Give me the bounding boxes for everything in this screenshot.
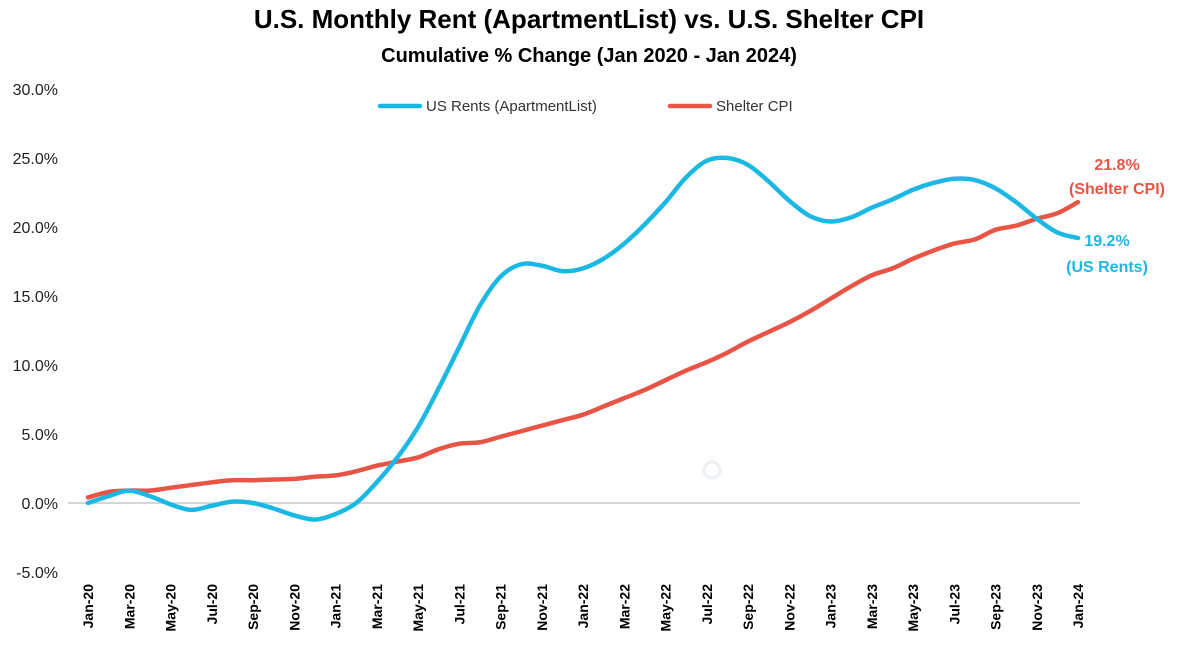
x-tick-label: Jul-22 — [699, 584, 715, 625]
x-tick-label: May-23 — [905, 584, 921, 632]
x-tick-label: Jul-21 — [451, 584, 467, 625]
chart-title: U.S. Monthly Rent (ApartmentList) vs. U.… — [254, 4, 924, 34]
x-tick-label: Mar-22 — [616, 584, 632, 629]
x-tick-label: Jan-23 — [823, 584, 839, 629]
series-line-shelter-cpi — [85, 199, 1081, 500]
x-tick-label: Jan-21 — [328, 584, 344, 629]
x-tick-label: Jul-20 — [204, 584, 220, 625]
y-tick-label: 5.0% — [22, 427, 58, 444]
watermark-logo-icon — [702, 460, 722, 480]
legend: US Rents (ApartmentList) Shelter CPI — [377, 98, 793, 115]
x-tick-label: May-22 — [658, 584, 674, 632]
end-annotations: 21.8% (Shelter CPI) 19.2% (US Rents) — [1066, 157, 1165, 276]
y-tick-label: 15.0% — [13, 289, 58, 306]
x-tick-label: May-20 — [163, 584, 179, 632]
y-tick-label: 0.0% — [22, 496, 58, 513]
x-tick-label: Nov-21 — [534, 584, 550, 631]
end-series-label: (Shelter CPI) — [1069, 181, 1165, 198]
y-tick-label: -5.0% — [16, 565, 58, 582]
x-tick-label: Nov-23 — [1029, 584, 1045, 631]
x-tick-label: Jan-20 — [80, 584, 96, 629]
watermark — [702, 460, 722, 480]
x-tick-label: Mar-23 — [864, 584, 880, 629]
end-series-label: (US Rents) — [1066, 259, 1148, 276]
x-axis: Jan-20 Mar-20 May-20 Jul-20 Sep-20 Nov-20 Jan-… — [80, 584, 1086, 632]
x-tick-label: Jul-23 — [946, 584, 962, 625]
x-tick-label: May-21 — [410, 584, 426, 632]
x-tick-label: Mar-20 — [121, 584, 137, 629]
end-value-label: 21.8% — [1094, 157, 1139, 174]
y-tick-label: 30.0% — [13, 82, 58, 99]
series-line-us-rents-apartmentlist — [85, 155, 1081, 522]
x-tick-label: Sep-23 — [988, 584, 1004, 630]
chart-subtitle: Cumulative % Change (Jan 2020 - Jan 2024… — [381, 45, 797, 67]
y-axis: -5.0% 0.0% 5.0% 10.0% 15.0% 20.0% 25.0% 30.0% — [13, 82, 58, 582]
x-tick-label: Sep-21 — [493, 584, 509, 630]
x-tick-label: Nov-22 — [781, 584, 797, 631]
end-value-label: 19.2% — [1084, 233, 1129, 250]
x-tick-label: Jan-24 — [1070, 584, 1086, 629]
y-tick-label: 20.0% — [13, 220, 58, 237]
y-tick-label: 25.0% — [13, 151, 58, 168]
x-tick-label: Mar-21 — [369, 584, 385, 629]
legend-label-shelter-cpi: Shelter CPI — [716, 98, 793, 115]
legend-label-us-rents-apartmentlist: US Rents (ApartmentList) — [426, 98, 597, 115]
x-tick-label: Sep-22 — [740, 584, 756, 630]
x-tick-label: Jan-22 — [575, 584, 591, 629]
x-tick-label: Sep-20 — [245, 584, 261, 630]
x-tick-label: Nov-20 — [286, 584, 302, 631]
y-tick-label: 10.0% — [13, 358, 58, 375]
series-lines — [85, 155, 1081, 522]
